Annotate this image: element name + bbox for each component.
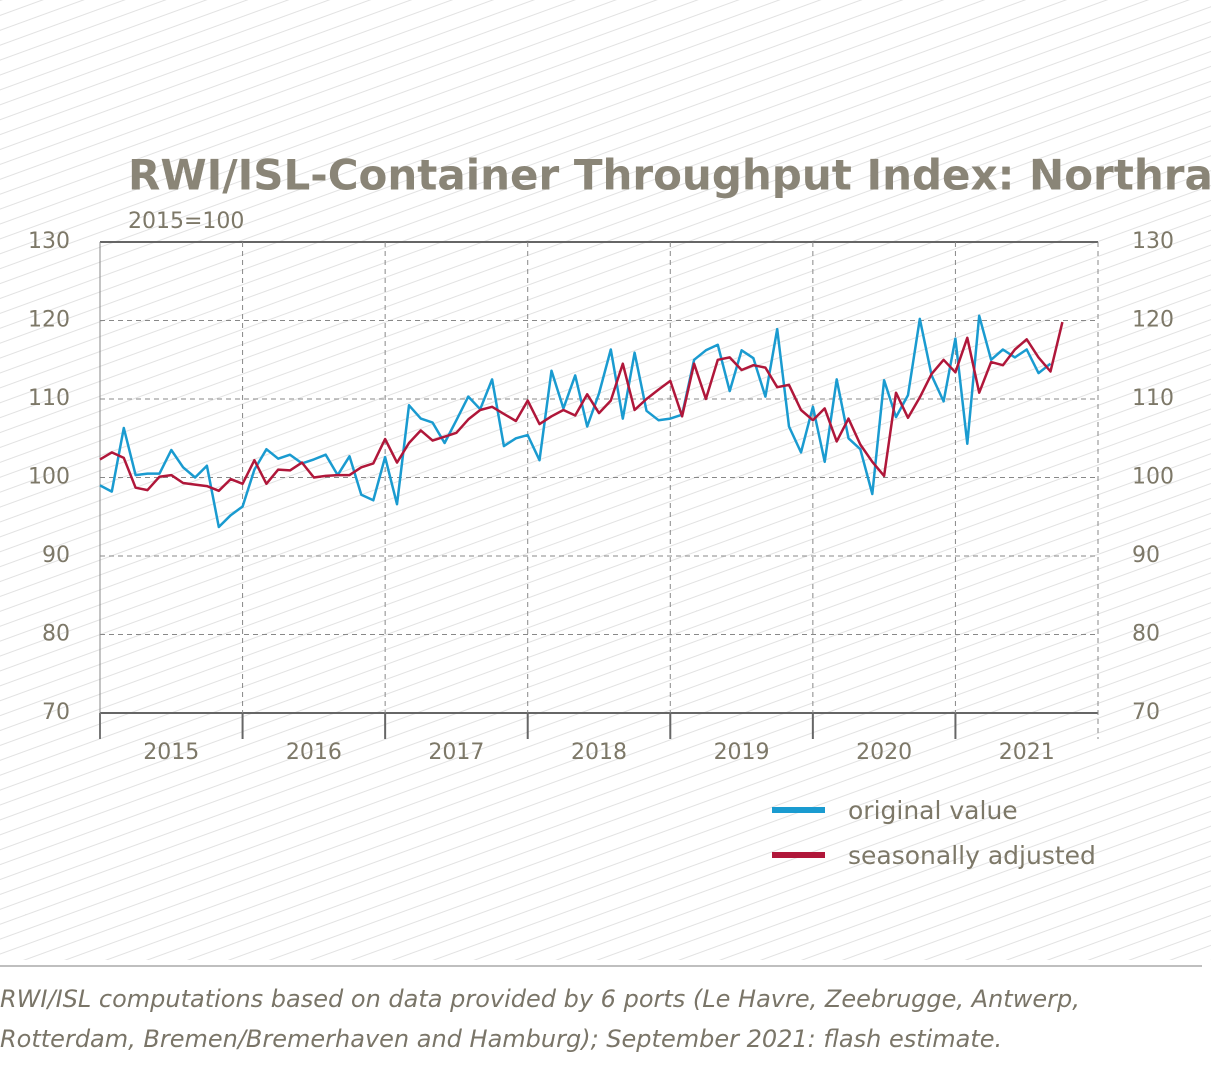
y2-tick-label: 90: [1132, 543, 1160, 568]
series-line: [99, 314, 1052, 529]
y-tick-label: 130: [28, 229, 70, 254]
x-tick-label: 2015: [143, 740, 199, 765]
y-tick-label: 110: [28, 386, 70, 411]
y-tick-label: 70: [42, 700, 70, 725]
y-tick-label: 120: [28, 308, 70, 333]
x-tick-label: 2020: [856, 740, 912, 765]
y-tick-label: 80: [42, 622, 70, 647]
chart-subtitle: 2015=100: [128, 209, 244, 234]
x-tick-label: 2016: [286, 740, 342, 765]
x-tick-label: 2017: [428, 740, 484, 765]
x-tick-label: 2019: [714, 740, 770, 765]
y2-tick-label: 130: [1132, 229, 1174, 254]
legend-label: seasonally adjusted: [848, 841, 1096, 870]
footnote: RWI/ISL computations based on data provi…: [0, 985, 1080, 1013]
y-tick-label: 100: [28, 465, 70, 490]
chart-title: RWI/ISL-Container Throughput Index: Nort…: [128, 151, 1211, 200]
background-hatch: [0, 0, 1211, 960]
legend-label: original value: [848, 796, 1018, 825]
y2-tick-label: 120: [1132, 308, 1174, 333]
series-line: [99, 321, 1064, 493]
x-tick-label: 2021: [999, 740, 1055, 765]
y2-tick-label: 100: [1132, 465, 1174, 490]
x-tick-label: 2018: [571, 740, 627, 765]
y-tick-label: 90: [42, 543, 70, 568]
y2-tick-label: 80: [1132, 622, 1160, 647]
footnote: Rotterdam, Bremen/Bremerhaven and Hambur…: [0, 1025, 1002, 1053]
y2-tick-label: 70: [1132, 700, 1160, 725]
y2-tick-label: 110: [1132, 386, 1174, 411]
